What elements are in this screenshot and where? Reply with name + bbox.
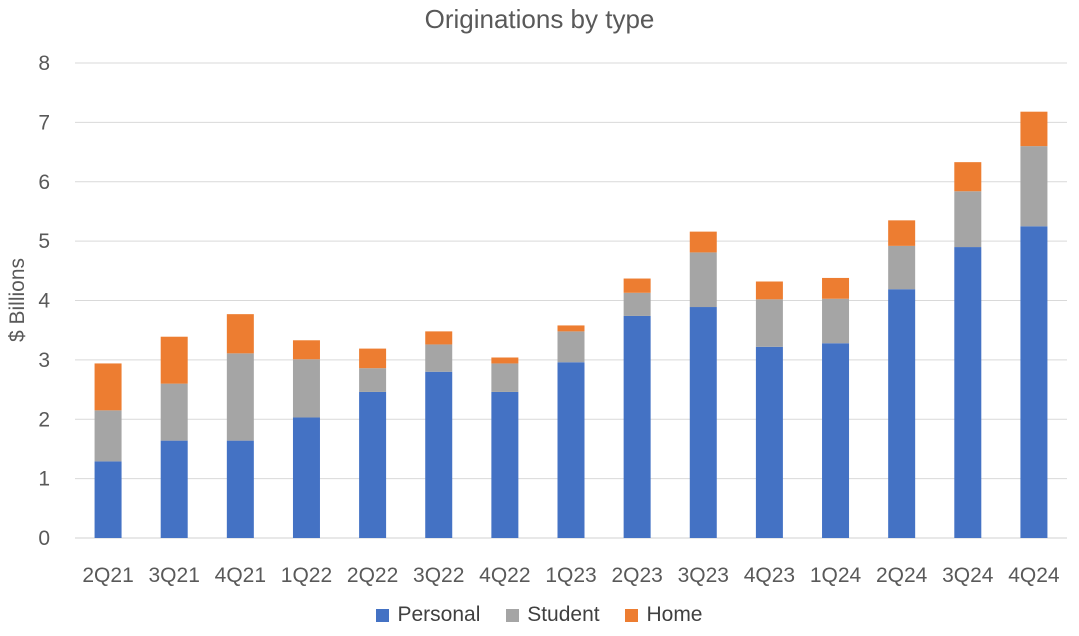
bar-student-4q23[interactable]	[755, 299, 783, 347]
legend-swatch-home	[625, 608, 639, 622]
bar-home-4q23[interactable]	[755, 281, 783, 300]
x-tick-label: 3Q23	[678, 564, 729, 587]
x-tick-label: 1Q22	[281, 564, 332, 587]
bar-personal-1q24[interactable]	[822, 343, 850, 538]
bar-student-3q24[interactable]	[954, 191, 982, 248]
x-tick-label: 4Q24	[1008, 564, 1060, 587]
bar-personal-3q24[interactable]	[954, 247, 982, 538]
bar-student-4q24[interactable]	[1020, 146, 1048, 227]
x-tick-label: 4Q23	[744, 564, 795, 587]
y-tick-label: 2	[38, 408, 50, 431]
bar-student-3q23[interactable]	[689, 252, 717, 308]
x-tick-label: 3Q22	[413, 564, 464, 587]
bar-student-2q22[interactable]	[359, 368, 387, 392]
x-tick-label: 2Q21	[82, 564, 133, 587]
legend-label-student: Student	[527, 603, 600, 626]
bar-student-2q24[interactable]	[888, 245, 916, 290]
bars	[94, 111, 1048, 538]
y-tick-label: 1	[38, 468, 50, 491]
legend-label-personal: Personal	[397, 603, 481, 626]
bar-student-1q22[interactable]	[292, 359, 320, 418]
bar-home-4q21[interactable]	[226, 314, 254, 354]
y-tick-label: 5	[38, 230, 50, 253]
chart-title: Originations by type	[424, 4, 655, 34]
legend-swatch-personal	[376, 608, 390, 622]
y-tick-label: 0	[38, 527, 50, 550]
bar-home-3q22[interactable]	[425, 331, 453, 345]
legend: Personal Student Home	[0, 603, 1079, 628]
legend-item-personal[interactable]: Personal	[376, 603, 480, 627]
bar-home-3q24[interactable]	[954, 162, 982, 192]
bar-personal-3q21[interactable]	[160, 440, 188, 538]
bar-home-4q22[interactable]	[491, 357, 519, 364]
bar-personal-3q22[interactable]	[425, 371, 453, 538]
bar-home-1q22[interactable]	[292, 340, 320, 360]
bar-personal-4q22[interactable]	[491, 391, 519, 538]
bar-personal-4q23[interactable]	[755, 346, 783, 538]
legend-swatch-student	[506, 608, 520, 622]
y-axis-ticks: 0 1 2 3 4 5 6 7 8	[38, 52, 50, 550]
bar-home-3q21[interactable]	[160, 336, 188, 384]
bar-personal-2q24[interactable]	[888, 289, 916, 538]
x-tick-label: 1Q23	[545, 564, 596, 587]
y-tick-label: 4	[38, 290, 50, 313]
bar-personal-4q21[interactable]	[226, 440, 254, 538]
bar-home-2q21[interactable]	[94, 363, 122, 411]
y-tick-label: 8	[38, 52, 50, 75]
bar-home-1q23[interactable]	[557, 325, 585, 332]
bar-student-2q23[interactable]	[623, 292, 651, 316]
bar-home-2q23[interactable]	[623, 278, 651, 293]
x-tick-label: 2Q24	[876, 564, 928, 587]
legend-item-home[interactable]: Home	[625, 603, 703, 627]
legend-item-student[interactable]: Student	[506, 603, 600, 627]
x-tick-label: 3Q24	[942, 564, 994, 587]
x-tick-label: 3Q21	[149, 564, 200, 587]
bar-home-2q24[interactable]	[888, 220, 916, 246]
bar-student-2q21[interactable]	[94, 410, 122, 462]
bar-personal-1q22[interactable]	[292, 417, 320, 538]
x-axis-ticks: 2Q21 3Q21 4Q21 1Q22 2Q22 3Q22 4Q22 1Q23 2Q23 3Q23…	[82, 564, 1060, 587]
bar-personal-2q22[interactable]	[359, 391, 387, 538]
x-tick-label: 4Q21	[215, 564, 266, 587]
bar-personal-2q21[interactable]	[94, 461, 122, 538]
y-tick-label: 3	[38, 349, 50, 372]
x-tick-label: 4Q22	[479, 564, 530, 587]
x-tick-label: 2Q23	[611, 564, 662, 587]
bar-home-3q23[interactable]	[689, 231, 717, 253]
bar-student-3q22[interactable]	[425, 344, 453, 372]
bar-home-1q24[interactable]	[822, 277, 850, 299]
bar-home-2q22[interactable]	[359, 348, 387, 369]
bar-student-3q21[interactable]	[160, 383, 188, 441]
bar-personal-1q23[interactable]	[557, 362, 585, 538]
bar-student-4q21[interactable]	[226, 353, 254, 441]
x-tick-label: 1Q24	[810, 564, 862, 587]
bar-personal-2q23[interactable]	[623, 315, 651, 538]
bar-home-4q24[interactable]	[1020, 111, 1048, 147]
bar-personal-3q23[interactable]	[689, 307, 717, 538]
bar-student-4q22[interactable]	[491, 363, 519, 392]
x-tick-label: 2Q22	[347, 564, 398, 587]
legend-label-home: Home	[646, 603, 703, 626]
y-tick-label: 6	[38, 171, 50, 194]
bar-student-1q24[interactable]	[822, 298, 850, 344]
bar-student-1q23[interactable]	[557, 331, 585, 363]
bar-personal-4q24[interactable]	[1020, 226, 1048, 538]
y-tick-label: 7	[38, 111, 50, 134]
